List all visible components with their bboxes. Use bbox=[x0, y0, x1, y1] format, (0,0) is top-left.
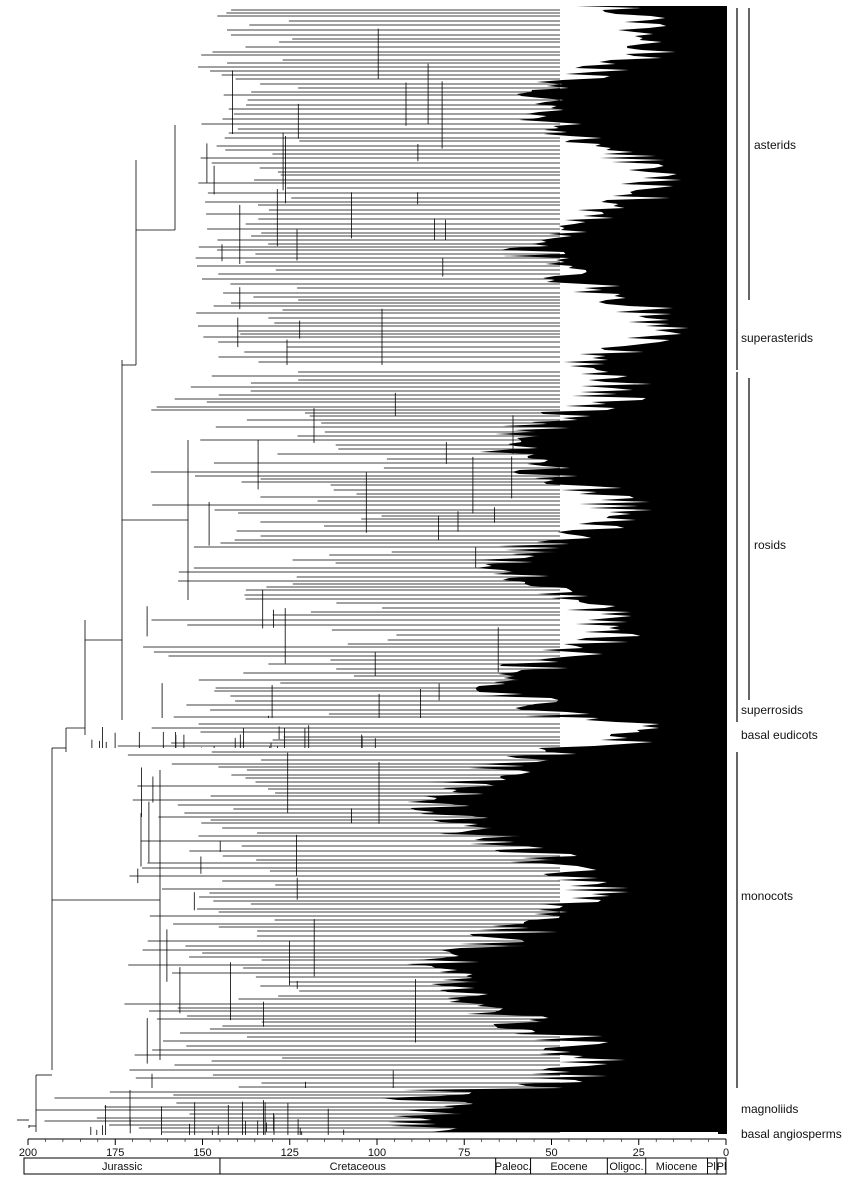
axis-ticks bbox=[27, 1139, 727, 1145]
axis-tick-label: 25 bbox=[633, 1147, 645, 1159]
geologic-timescale: Jurassic Cretaceous Paleoc. Eocene Oligoc. Mi… bbox=[23, 1157, 727, 1175]
clade-label-basal-eudicots: basal eudicots bbox=[741, 728, 818, 742]
axis-tick-label: 75 bbox=[458, 1147, 470, 1159]
time-axis: 200 175 150 125 100 75 50 25 0 bbox=[19, 1138, 729, 1159]
axis-tick-label: 200 bbox=[19, 1147, 37, 1159]
axis-tick-label: 175 bbox=[106, 1147, 124, 1159]
axis-tick-label: 100 bbox=[368, 1147, 386, 1159]
period-label: Jurassic bbox=[102, 1161, 143, 1173]
period-label: Oligoc. bbox=[609, 1161, 643, 1173]
period-dividers bbox=[219, 1158, 718, 1174]
period-label: Paleoc. bbox=[495, 1161, 532, 1173]
tip-edge bbox=[718, 6, 727, 1134]
axis-tick-labels: 200 175 150 125 100 75 50 25 0 bbox=[19, 1147, 729, 1159]
clade-label-asterids: asterids bbox=[754, 138, 797, 152]
clade-label-magnoliids: magnoliids bbox=[741, 1102, 799, 1116]
tree-tip-mass bbox=[381, 6, 727, 1134]
axis-tick-label: 0 bbox=[723, 1147, 729, 1159]
axis-tick-label: 150 bbox=[193, 1147, 211, 1159]
clade-bars bbox=[736, 8, 750, 1088]
clade-label-superrosids: superrosids bbox=[741, 703, 804, 717]
period-label: Pli bbox=[706, 1161, 718, 1173]
tip-mass-shape bbox=[381, 6, 726, 1132]
period-labels: Jurassic Cretaceous Paleoc. Eocene Oligoc. Mi… bbox=[102, 1161, 726, 1173]
axis-tick-label: 50 bbox=[545, 1147, 557, 1159]
clade-label-monocots: monocots bbox=[741, 889, 794, 903]
clade-label-superasterids: superasterids bbox=[741, 331, 814, 345]
period-label: Cretaceous bbox=[330, 1161, 387, 1173]
timescale-frame bbox=[23, 1157, 727, 1175]
period-label: Miocene bbox=[656, 1161, 698, 1173]
axis-tick-label: 125 bbox=[281, 1147, 299, 1159]
clade-label-basal-angiosperms: basal angiosperms bbox=[741, 1127, 842, 1141]
period-label: Eocene bbox=[550, 1161, 587, 1173]
clade-label-rosids: rosids bbox=[754, 538, 787, 552]
period-label: Pl bbox=[717, 1161, 727, 1173]
